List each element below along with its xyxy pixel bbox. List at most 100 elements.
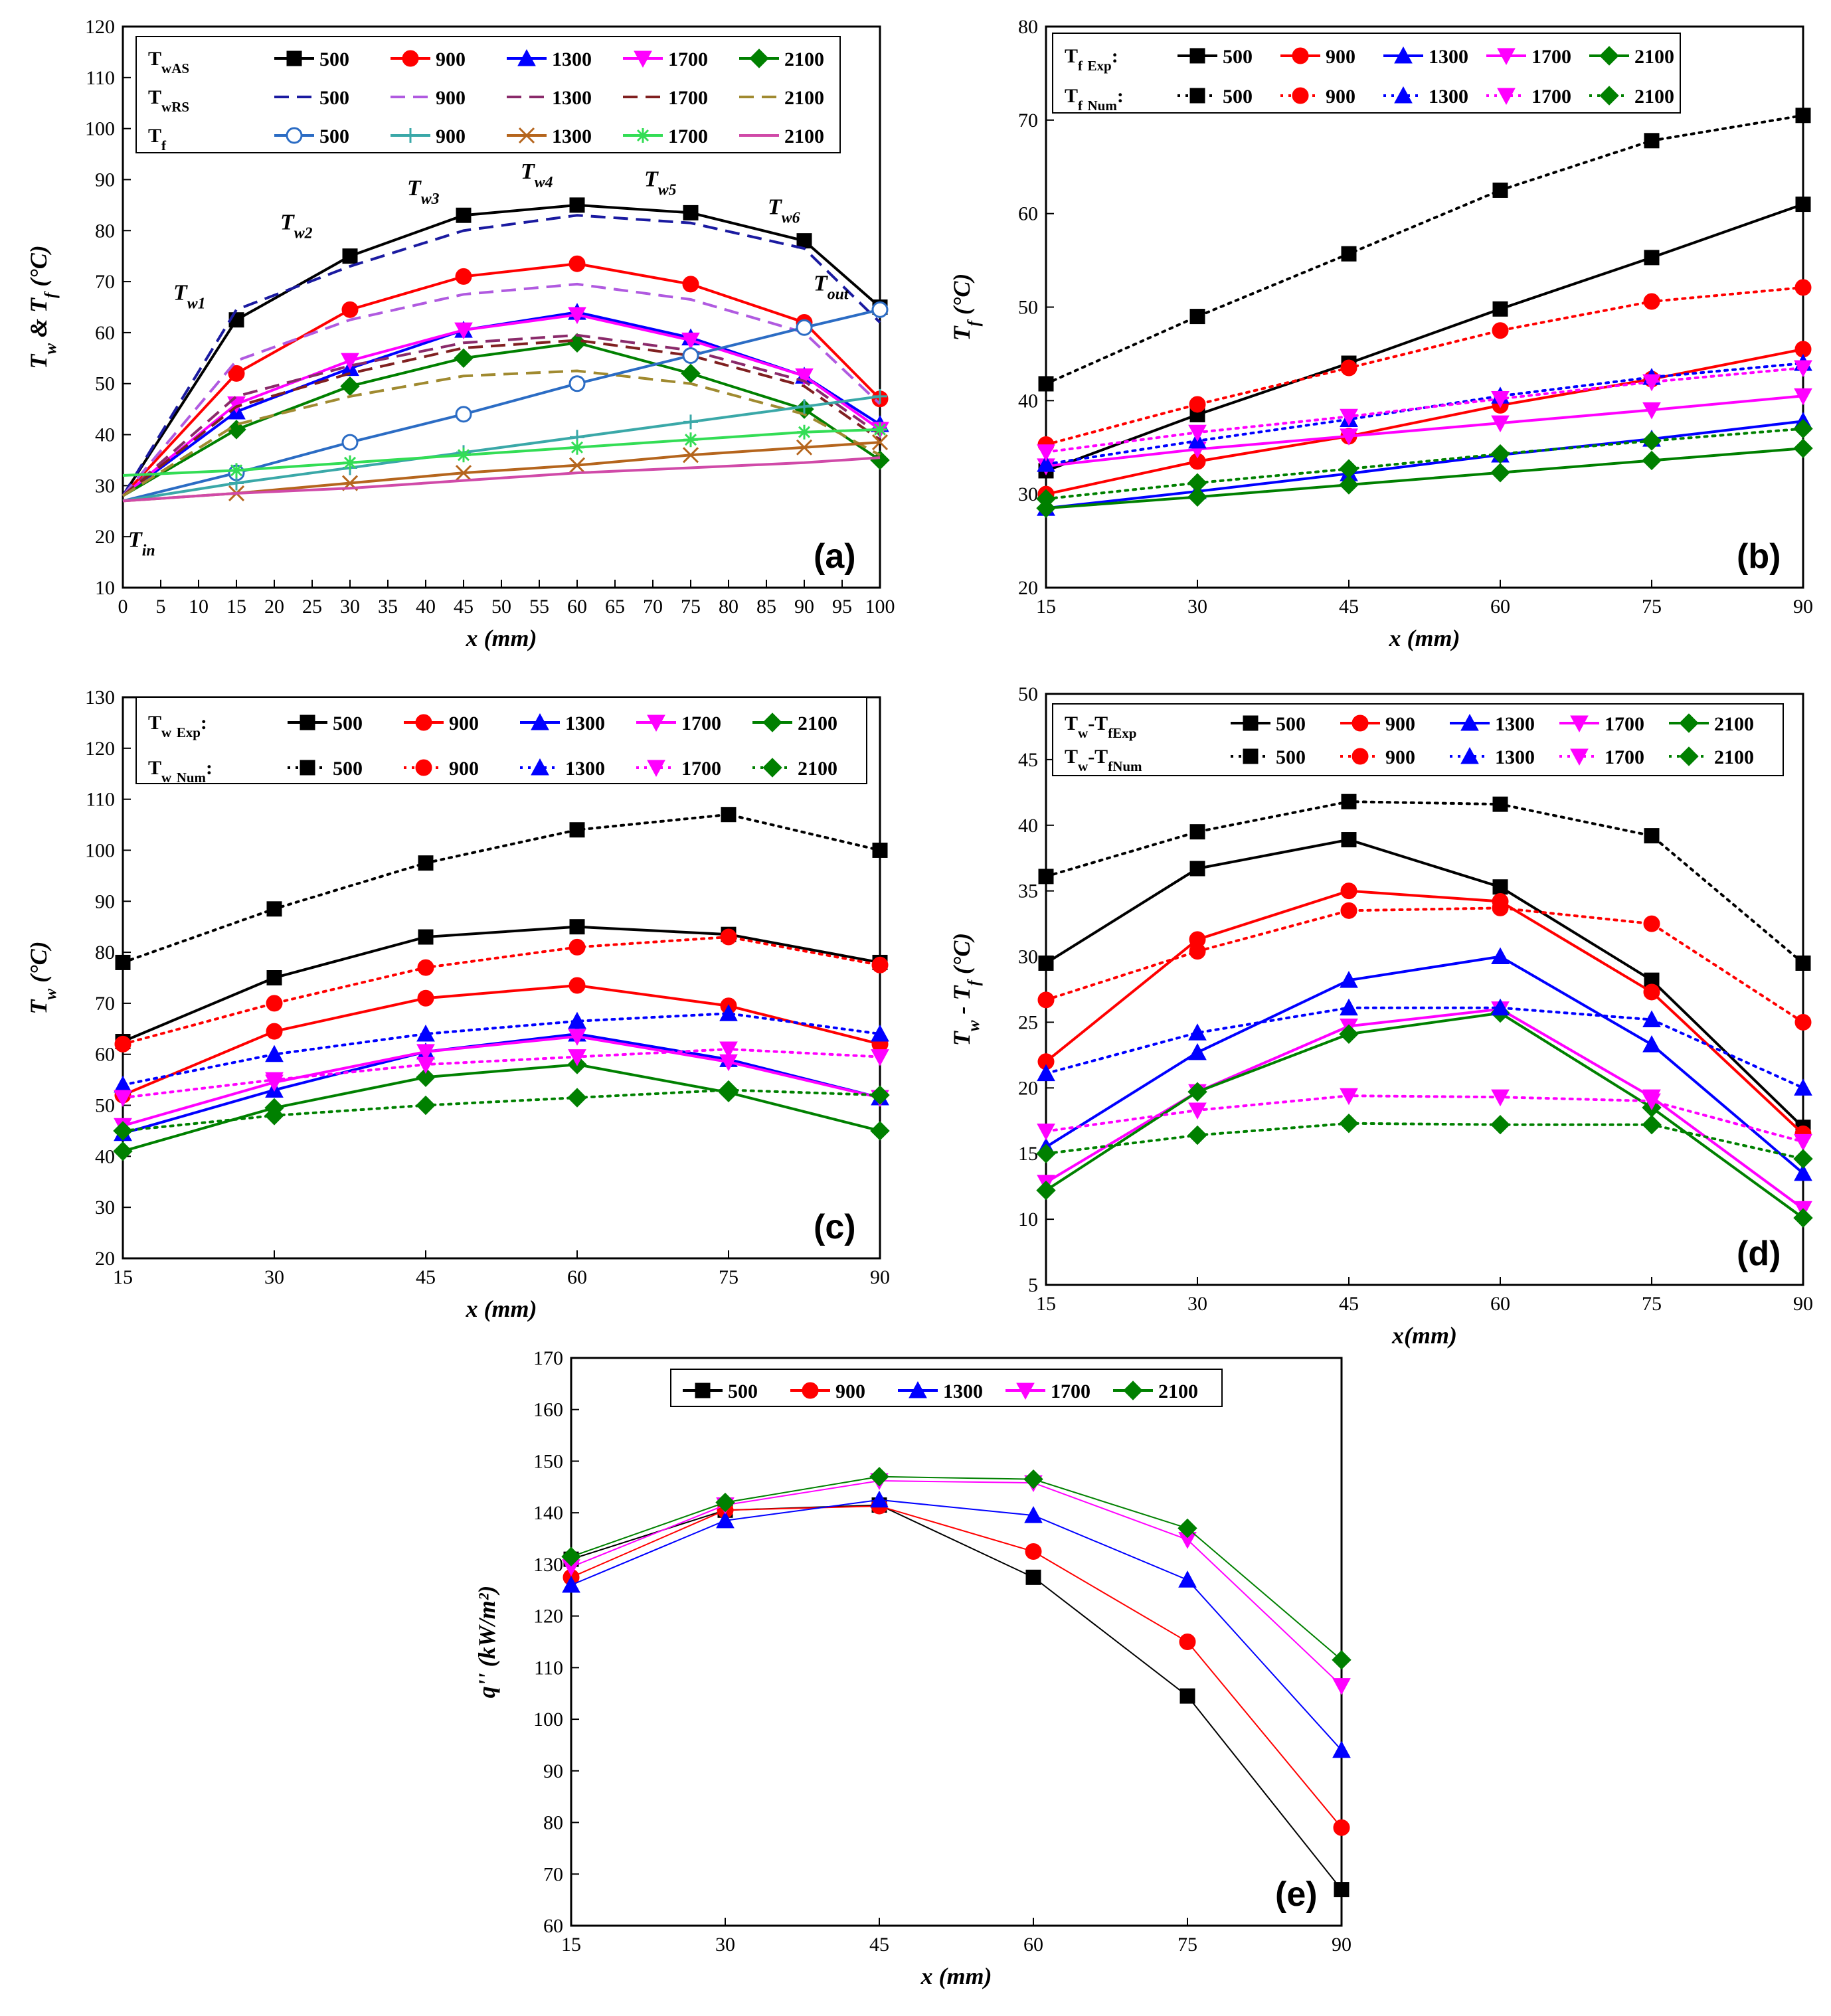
legend-swatch-marker <box>531 713 549 730</box>
data-point-q-2100 <box>715 1492 735 1513</box>
data-point-q-900 <box>1333 1819 1350 1836</box>
data-point-Num-2100 <box>1036 489 1056 509</box>
data-point-Num-500 <box>1189 309 1205 325</box>
data-point-Num-900 <box>266 995 283 1012</box>
x-tick-label: 60 <box>1023 1934 1043 1956</box>
x-tick-label: 75 <box>1177 1934 1197 1956</box>
data-point-T_w_AS-500 <box>569 197 585 213</box>
series-line-Num-1700 <box>122 1048 881 1100</box>
panel-tag-label: (d) <box>1737 1234 1781 1273</box>
legend-swatch-marker <box>1016 1383 1035 1400</box>
data-point-Num-1700 <box>1037 444 1055 462</box>
y-tick-label: 110 <box>86 789 115 811</box>
y-tick-label: 40 <box>1018 815 1038 837</box>
y-tick-label: 70 <box>543 1863 563 1885</box>
data-point-T_f-1700 <box>456 448 471 463</box>
y-tick-label: 100 <box>85 118 115 140</box>
legend-entry-label: 1700 <box>1051 1381 1090 1402</box>
series-line-q-1700 <box>570 1479 1342 1687</box>
series-line-T_w_RS-1300 <box>122 333 881 497</box>
data-point-T_f-500 <box>341 434 359 451</box>
data-point-T_w_AS-2100 <box>681 363 701 384</box>
y-tick-label: 60 <box>1018 203 1038 225</box>
data-point-Exp-500 <box>418 929 434 945</box>
panel-tag-label: (c) <box>814 1208 856 1246</box>
data-point-T_f-1700 <box>570 440 584 455</box>
data-point-Num-900 <box>1037 991 1055 1009</box>
data-point-Num-900 <box>114 1035 131 1052</box>
data-point-Exp-1300 <box>1491 947 1510 965</box>
data-point-Exp-900 <box>1340 882 1357 900</box>
legend-entry-label: 2100 <box>1634 86 1674 108</box>
legend-swatch-marker <box>531 758 549 776</box>
x-tick-label: 30 <box>1187 596 1207 618</box>
legend-entry-label: 1700 <box>1531 86 1571 108</box>
x-tick-label: 90 <box>1793 596 1813 618</box>
data-point-Num-500 <box>115 954 131 970</box>
data-point-Num-500 <box>1038 376 1054 392</box>
data-point-Num-1700 <box>568 1049 586 1066</box>
legend-swatch-marker <box>636 128 650 143</box>
legend-entry-label: 1300 <box>552 48 592 70</box>
y-tick-label: 5 <box>1028 1274 1038 1296</box>
legend-group-label: Tw Num: <box>148 757 213 786</box>
x-tick-label: 85 <box>756 596 776 618</box>
legend-entry-label: 1300 <box>565 713 605 734</box>
y-tick-label: 30 <box>95 1197 115 1218</box>
data-point-Num-1300 <box>1642 1010 1661 1027</box>
data-point-Exp-1300 <box>1340 971 1358 988</box>
legend-swatch-marker <box>1570 748 1589 766</box>
point-annotation: Tw1 <box>173 281 206 313</box>
series-line-Num-1700 <box>1045 1094 1804 1143</box>
data-point-Num-500 <box>1492 796 1508 812</box>
data-point-Num-2100 <box>719 1080 739 1100</box>
x-tick-label: 45 <box>1339 596 1359 618</box>
y-tick-label: 30 <box>1018 946 1038 968</box>
data-point-T_w_AS-1700 <box>454 322 473 340</box>
series-line-Num-1300 <box>1045 1006 1804 1090</box>
point-annotation: Tw5 <box>644 167 677 199</box>
series-line-Num-2100 <box>1045 1122 1804 1161</box>
data-point-T_w_AS-2100 <box>454 348 474 369</box>
data-point-Exp-2100 <box>1339 475 1359 495</box>
panel-d-chart: 15 30 45 60 75 90 5 10 15 20 25 30 35 40 45 50 x(mm) Tw -… <box>948 683 1813 1349</box>
data-point-Exp-900 <box>266 1023 283 1040</box>
y-tick-label: 80 <box>95 942 115 964</box>
data-point-T_w_AS-2100 <box>340 376 360 396</box>
data-point-Num-1300 <box>871 1024 889 1042</box>
y-tick-label: 50 <box>1018 297 1038 319</box>
data-point-Exp-2100 <box>416 1067 436 1088</box>
legend-entry-label: 2100 <box>798 713 837 734</box>
data-point-T_f-1700 <box>683 432 698 448</box>
x-tick-label: 45 <box>454 596 474 618</box>
legend-entry-label: 1300 <box>552 87 592 109</box>
data-point-Exp-500 <box>1795 197 1811 212</box>
series-line-q-1300 <box>570 1499 1342 1751</box>
y-tick-label: 50 <box>95 373 115 395</box>
data-point-Num-900 <box>1794 1013 1812 1031</box>
data-point-Num-1300 <box>114 1075 132 1093</box>
data-point-Num-1700 <box>1794 360 1812 378</box>
x-tick-label: 100 <box>865 596 895 618</box>
legend-entry-label: 500 <box>1223 46 1253 68</box>
x-tick-label: 90 <box>1793 1293 1813 1315</box>
x-tick-label: 30 <box>340 596 360 618</box>
data-point-q-500 <box>1334 1882 1350 1898</box>
series-line-q-900 <box>570 1505 1342 1828</box>
data-point-Num-1700 <box>416 1056 435 1074</box>
data-point-q-2100 <box>1332 1649 1351 1670</box>
legend-swatch-marker <box>1679 713 1699 733</box>
series-line-Exp-1700 <box>122 1035 881 1128</box>
y-tick-label: 70 <box>1018 110 1038 131</box>
legend-swatch-marker <box>647 714 665 732</box>
data-point-q-1300 <box>716 1511 735 1529</box>
y-tick-label: 20 <box>1018 577 1038 599</box>
y-tick-label: 20 <box>95 1248 115 1270</box>
data-point-Num-900 <box>1492 322 1509 339</box>
y-tick-label: 60 <box>95 322 115 344</box>
x-tick-label: 30 <box>1187 1293 1207 1315</box>
legend-swatch-marker <box>300 760 315 776</box>
data-point-Num-1700 <box>871 1049 889 1066</box>
panel-b-chart: 15 30 45 60 75 90 20 30 40 50 60 70 80 x (mm) Tf (°C) T… <box>948 16 1813 651</box>
series-line-Exp-1300 <box>1045 420 1804 510</box>
